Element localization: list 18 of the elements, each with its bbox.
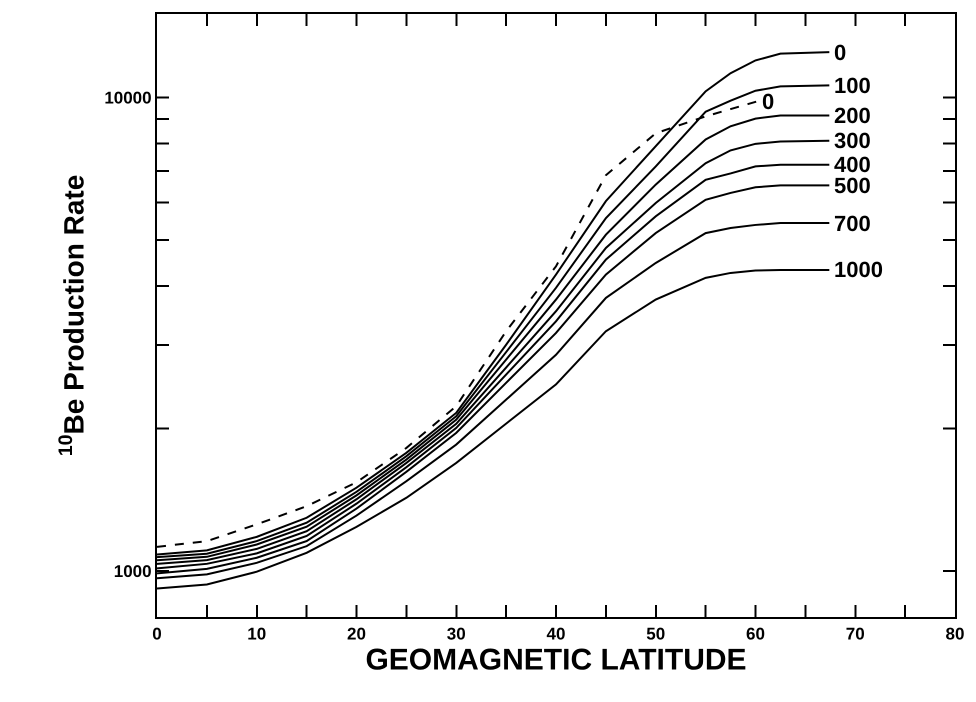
legend-label: 0 [834, 40, 846, 65]
x-tick-label: 60 [746, 624, 765, 644]
x-tick-label: 10 [247, 624, 266, 644]
x-tick-label: 20 [347, 624, 366, 644]
series-label: 200 [834, 103, 871, 128]
x-tick-label: 30 [446, 624, 466, 644]
series-label: 100 [834, 73, 871, 98]
x-tick-label: 70 [846, 624, 865, 644]
y-tick-label: 10000 [104, 88, 152, 108]
series-label: 0 [762, 89, 774, 114]
series-label: 700 [834, 211, 871, 236]
x-axis-title: GEOMAGNETIC LATITUDE [365, 643, 747, 676]
x-tick-label: 50 [646, 624, 666, 644]
x-tick-label: 80 [946, 624, 964, 644]
x-tick-label: 0 [152, 624, 162, 644]
series-label: 300 [834, 128, 871, 153]
x-tick-label: 40 [546, 624, 566, 644]
series-label: 1000 [834, 257, 883, 282]
